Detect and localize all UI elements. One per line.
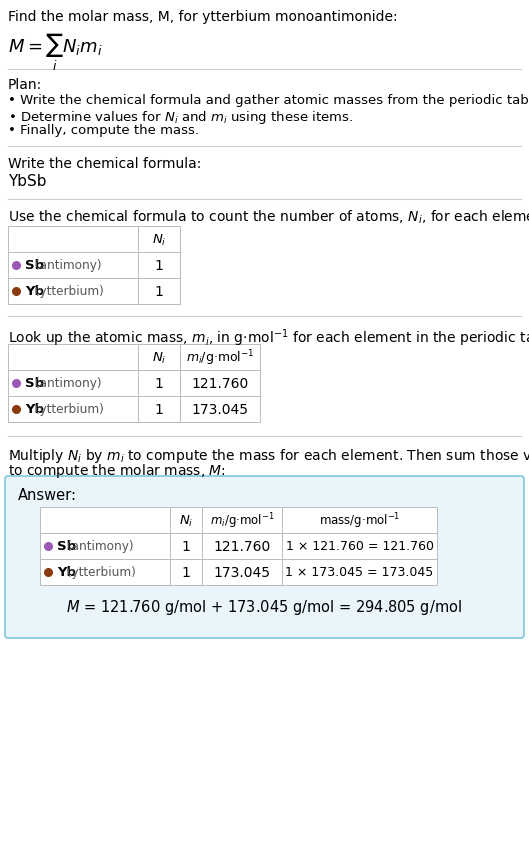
Bar [138,279,180,305]
Bar [8,345,138,370]
Text: 121.760: 121.760 [191,376,249,391]
Bar [180,345,260,370]
Text: 1: 1 [154,258,163,273]
Text: Sb: Sb [57,540,76,553]
Text: Answer:: Answer: [18,487,77,502]
Text: mass/g·mol$^{-1}$: mass/g·mol$^{-1}$ [319,511,400,531]
Text: 1 × 173.045 = 173.045: 1 × 173.045 = 173.045 [285,566,434,579]
Bar [138,397,180,422]
Bar [8,227,138,252]
Text: 173.045: 173.045 [214,566,270,579]
Text: (ytterbium): (ytterbium) [63,566,136,579]
Bar [40,508,170,533]
Text: 1: 1 [154,285,163,299]
Text: Sb: Sb [25,377,44,390]
Text: $N_i$: $N_i$ [179,513,193,528]
Bar [8,279,138,305]
Text: (ytterbium): (ytterbium) [31,285,104,299]
Text: to compute the molar mass, $M$:: to compute the molar mass, $M$: [8,461,226,479]
Text: Use the chemical formula to count the number of atoms, $N_i$, for each element:: Use the chemical formula to count the nu… [8,209,529,226]
Bar [202,533,282,560]
Bar [8,397,138,422]
Bar [138,370,180,397]
Text: 1: 1 [154,376,163,391]
Bar [138,227,180,252]
Text: • Write the chemical formula and gather atomic masses from the periodic table.: • Write the chemical formula and gather … [8,94,529,107]
Text: $m_i$/g·mol$^{-1}$: $m_i$/g·mol$^{-1}$ [209,511,275,531]
Text: (antimony): (antimony) [31,377,102,390]
Text: Yb: Yb [25,285,44,299]
Bar [180,370,260,397]
Text: $m_i$/g·mol$^{-1}$: $m_i$/g·mol$^{-1}$ [186,348,254,368]
Bar [170,533,202,560]
Text: 173.045: 173.045 [191,403,249,416]
Text: • Finally, compute the mass.: • Finally, compute the mass. [8,124,199,136]
Text: 1: 1 [154,403,163,416]
Text: (ytterbium): (ytterbium) [31,403,104,416]
Text: Look up the atomic mass, $m_i$, in g·mol$^{-1}$ for each element in the periodic: Look up the atomic mass, $m_i$, in g·mol… [8,327,529,348]
Bar [202,560,282,585]
Bar [8,370,138,397]
Bar [282,508,437,533]
Text: Sb: Sb [25,259,44,272]
Text: $N_i$: $N_i$ [152,350,166,365]
Text: Yb: Yb [57,566,76,579]
Text: (antimony): (antimony) [63,540,134,553]
Bar [138,252,180,279]
Text: • Determine values for $N_i$ and $m_i$ using these items.: • Determine values for $N_i$ and $m_i$ u… [8,109,353,126]
Bar [40,533,170,560]
Text: Yb: Yb [25,403,44,416]
Bar [8,252,138,279]
Text: $M$ = 121.760 g/mol + 173.045 g/mol = 294.805 g/mol: $M$ = 121.760 g/mol + 173.045 g/mol = 29… [67,597,462,616]
Text: Find the molar mass, M, for ytterbium monoantimonide:: Find the molar mass, M, for ytterbium mo… [8,10,398,24]
Text: Write the chemical formula:: Write the chemical formula: [8,157,202,171]
Text: 1 × 121.760 = 121.760: 1 × 121.760 = 121.760 [286,540,433,553]
Text: 121.760: 121.760 [213,539,271,554]
Text: $N_i$: $N_i$ [152,232,166,247]
Bar [40,560,170,585]
Text: 1: 1 [181,539,190,554]
Bar [282,533,437,560]
Bar [180,397,260,422]
Text: $M = \sum_i N_i m_i$: $M = \sum_i N_i m_i$ [8,32,103,73]
FancyBboxPatch shape [5,477,524,638]
Bar [170,560,202,585]
Bar [170,508,202,533]
Text: Multiply $N_i$ by $m_i$ to compute the mass for each element. Then sum those val: Multiply $N_i$ by $m_i$ to compute the m… [8,446,529,464]
Text: (antimony): (antimony) [31,259,102,272]
Text: 1: 1 [181,566,190,579]
Bar [138,345,180,370]
Bar [202,508,282,533]
Text: Plan:: Plan: [8,78,42,92]
Text: YbSb: YbSb [8,174,47,189]
Bar [282,560,437,585]
